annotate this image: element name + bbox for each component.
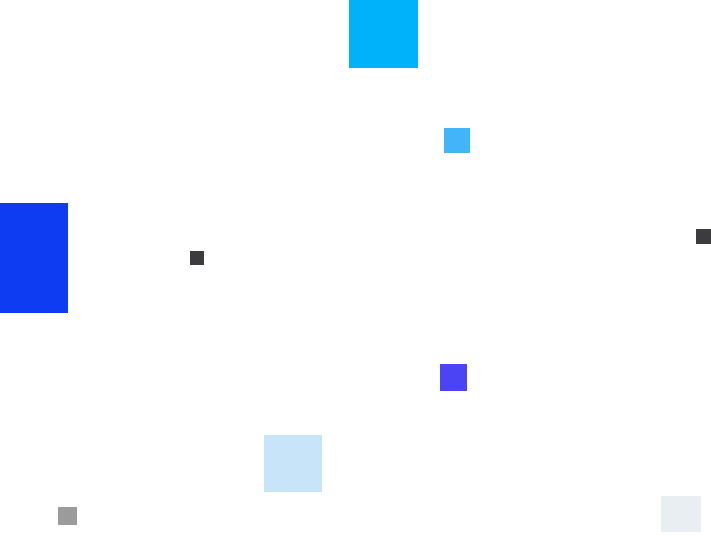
- cyan-square-top-center: [349, 0, 418, 68]
- dark-gray-square-right-edge: [696, 229, 711, 244]
- indigo-square: [440, 364, 467, 391]
- dark-gray-square-mid-left: [190, 251, 204, 265]
- pale-blue-square: [264, 435, 322, 492]
- pale-gray-square-bottom-right: [661, 496, 701, 532]
- royal-blue-rect-left-edge: [0, 203, 68, 313]
- sky-blue-square: [444, 128, 470, 153]
- medium-gray-square-bottom-left: [58, 507, 77, 525]
